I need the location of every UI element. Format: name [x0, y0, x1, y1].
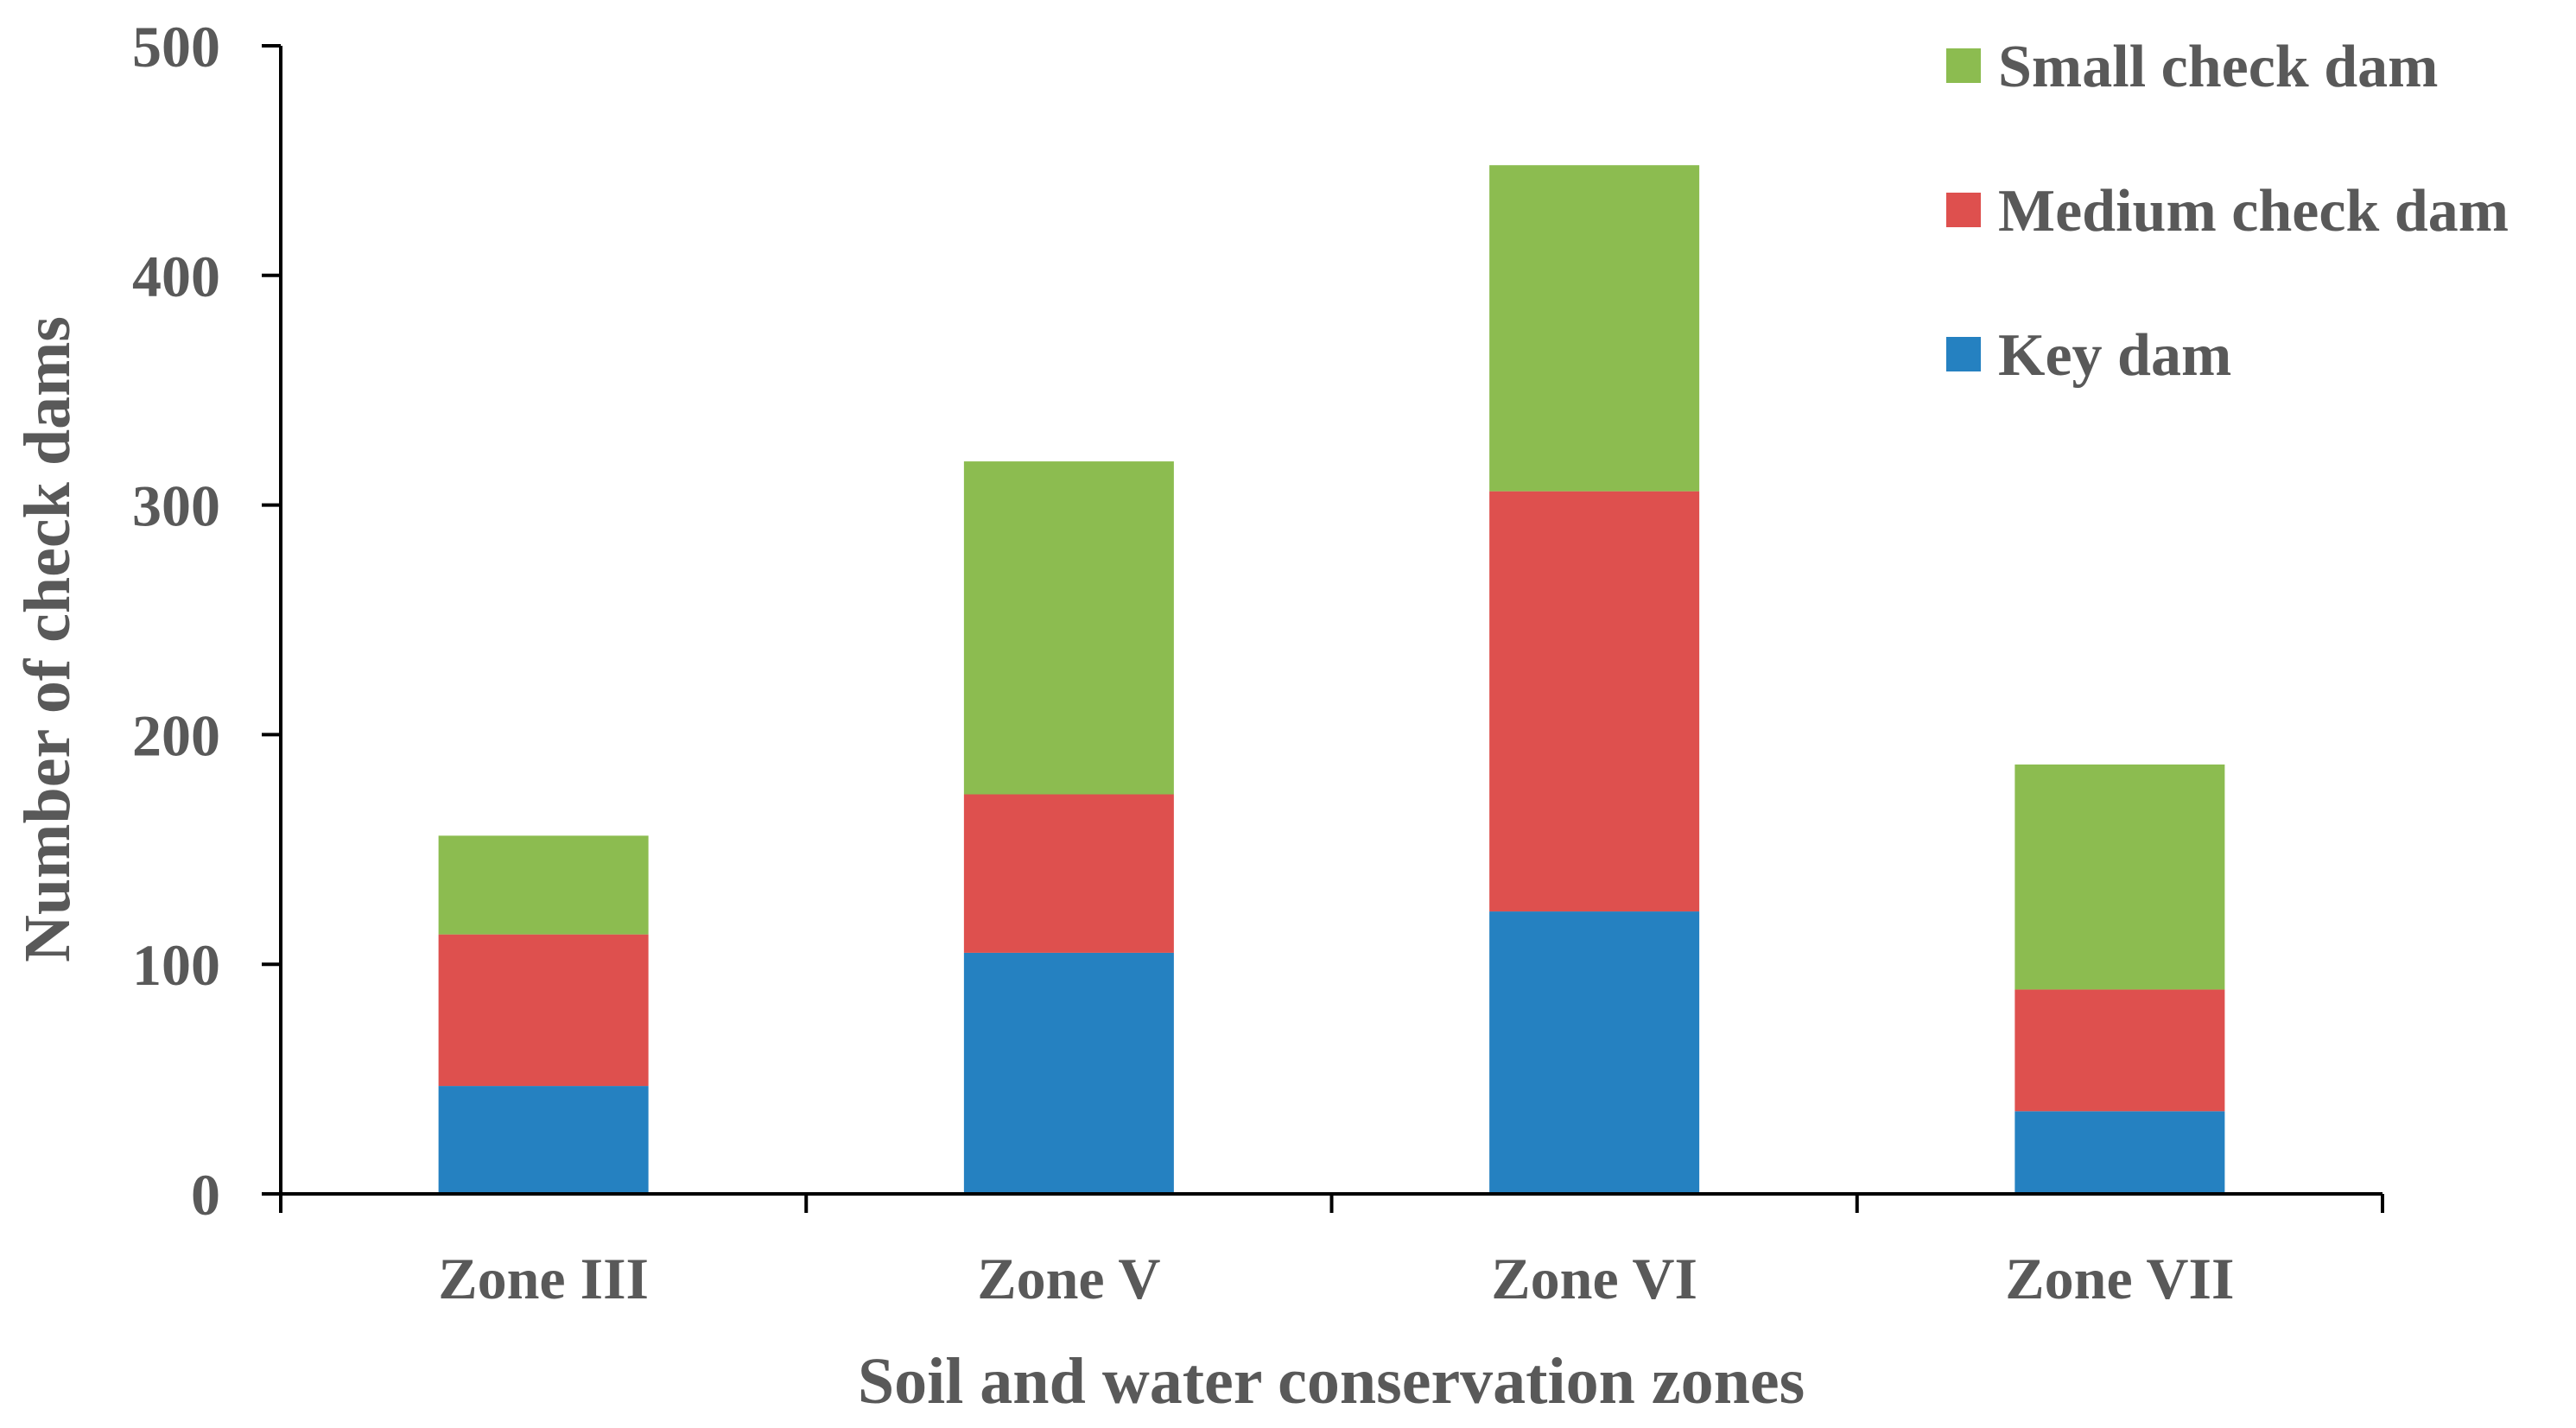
- bar-key-dam-zone-vii: [2014, 1111, 2225, 1194]
- y-tick-label: 500: [132, 14, 220, 79]
- y-tick-label: 400: [132, 244, 220, 309]
- legend-label-medium-check-dam: Medium check dam: [1998, 178, 2509, 244]
- bar-medium-check-dam-zone-iii: [438, 934, 649, 1087]
- x-tick-label: Zone VI: [1491, 1246, 1697, 1311]
- x-tick-label: Zone V: [977, 1246, 1160, 1311]
- x-axis-title: Soil and water conservation zones: [858, 1345, 1805, 1418]
- legend: Small check dam Medium check dam Key dam: [1946, 34, 2509, 389]
- bar-medium-check-dam-zone-v: [963, 794, 1174, 953]
- bar-small-check-dam-zone-vii: [2014, 764, 2225, 990]
- y-axis-title: Number of check dams: [11, 316, 84, 962]
- y-tick-label: 200: [132, 702, 220, 768]
- legend-swatch-key-dam: [1946, 337, 1981, 371]
- bar-medium-check-dam-zone-vi: [1489, 491, 1700, 912]
- x-ticks: Zone III Zone V Zone VI Zone VII: [279, 1194, 2384, 1311]
- legend-swatch-small-check-dam: [1946, 48, 1981, 83]
- bars-layer: [438, 165, 2225, 1194]
- legend-swatch-medium-check-dam: [1946, 193, 1981, 227]
- legend-label-small-check-dam: Small check dam: [1998, 34, 2438, 100]
- x-tick-label: Zone VII: [2005, 1246, 2234, 1311]
- y-ticks: 0 100 200 300 400 500: [132, 14, 281, 1228]
- x-tick-label: Zone III: [438, 1246, 649, 1311]
- legend-label-key-dam: Key dam: [1998, 322, 2231, 389]
- y-tick-label: 100: [132, 932, 220, 998]
- bar-key-dam-zone-vi: [1489, 911, 1700, 1194]
- y-tick-label: 300: [132, 473, 220, 539]
- y-tick-label: 0: [191, 1162, 220, 1228]
- bar-key-dam-zone-iii: [438, 1086, 649, 1194]
- bar-medium-check-dam-zone-vii: [2014, 989, 2225, 1112]
- bar-key-dam-zone-v: [963, 952, 1174, 1194]
- bar-small-check-dam-zone-vi: [1489, 165, 1700, 492]
- bar-small-check-dam-zone-iii: [438, 835, 649, 935]
- bar-small-check-dam-zone-v: [963, 461, 1174, 795]
